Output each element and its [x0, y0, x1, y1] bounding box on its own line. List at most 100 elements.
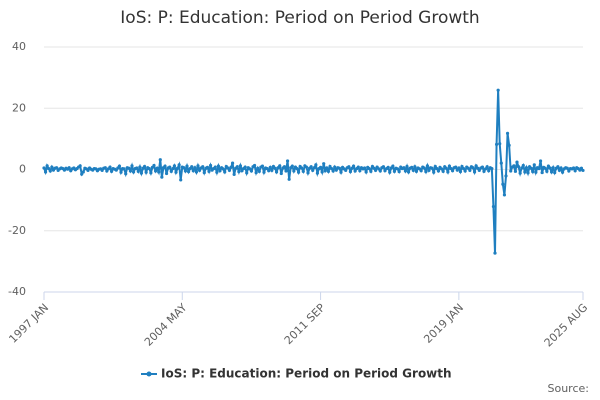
- point: [548, 166, 552, 170]
- point: [227, 168, 232, 173]
- point: [540, 170, 544, 175]
- point: [149, 171, 153, 175]
- point: [454, 165, 458, 169]
- point: [306, 171, 310, 175]
- point: [425, 164, 430, 168]
- point: [581, 168, 585, 173]
- legend-label: IoS: P: Education: Period on Period Grow…: [161, 367, 452, 381]
- point: [278, 164, 282, 168]
- point: [218, 169, 222, 173]
- point: [419, 169, 423, 173]
- point: [491, 204, 496, 209]
- point: [392, 169, 397, 173]
- point: [571, 166, 576, 170]
- point: [223, 170, 227, 174]
- point: [480, 165, 485, 169]
- point: [326, 169, 331, 173]
- point: [177, 163, 181, 167]
- point: [515, 160, 519, 164]
- point: [309, 165, 313, 169]
- point: [369, 169, 373, 173]
- point: [353, 169, 357, 173]
- point: [351, 164, 356, 168]
- point: [136, 169, 140, 173]
- legend-marker: [146, 371, 152, 377]
- point: [388, 170, 392, 174]
- point: [86, 168, 90, 173]
- y-tick-label: -40: [8, 285, 26, 298]
- point: [130, 164, 134, 168]
- point: [444, 166, 448, 170]
- point: [249, 169, 254, 173]
- point: [153, 169, 158, 173]
- point: [67, 166, 71, 170]
- point: [498, 142, 502, 146]
- point: [447, 164, 452, 168]
- point: [179, 178, 183, 182]
- point: [257, 169, 261, 173]
- point: [373, 168, 378, 173]
- point: [358, 169, 362, 173]
- point: [505, 131, 510, 135]
- x-tick-label: 2004 MAY: [142, 301, 190, 349]
- point: [127, 166, 131, 170]
- point: [78, 164, 82, 168]
- point: [142, 164, 147, 169]
- point: [252, 163, 257, 168]
- point: [171, 166, 175, 171]
- point: [304, 165, 309, 169]
- point: [378, 169, 382, 173]
- point: [414, 169, 419, 173]
- point: [422, 166, 426, 170]
- point: [147, 166, 151, 171]
- point: [312, 166, 316, 170]
- point: [344, 168, 348, 173]
- point: [545, 169, 549, 173]
- point: [279, 171, 283, 176]
- source-label: Source:: [548, 382, 590, 395]
- point: [163, 164, 167, 168]
- point: [290, 164, 294, 168]
- point: [131, 170, 136, 174]
- point: [284, 169, 288, 173]
- point: [205, 165, 210, 169]
- point: [504, 174, 508, 178]
- point: [232, 172, 236, 176]
- point: [471, 166, 475, 170]
- point: [493, 251, 497, 255]
- point: [296, 170, 301, 174]
- point: [128, 169, 133, 173]
- point: [315, 171, 320, 175]
- point: [42, 166, 46, 170]
- point: [461, 166, 466, 171]
- point: [164, 171, 169, 176]
- point: [295, 166, 299, 171]
- point: [47, 166, 51, 171]
- point: [135, 166, 139, 170]
- point: [490, 166, 494, 171]
- point: [157, 170, 161, 174]
- point: [463, 169, 467, 173]
- point: [518, 171, 522, 175]
- point: [367, 166, 371, 171]
- point: [427, 168, 431, 173]
- point: [529, 166, 533, 170]
- point: [499, 161, 503, 165]
- point: [172, 164, 177, 168]
- point: [323, 169, 327, 173]
- point: [48, 169, 52, 173]
- point: [183, 169, 188, 173]
- point: [406, 170, 411, 174]
- point: [472, 170, 477, 174]
- point: [356, 165, 360, 169]
- point: [424, 170, 428, 174]
- point: [509, 169, 513, 173]
- point: [439, 167, 444, 171]
- point: [521, 163, 525, 168]
- point: [287, 177, 291, 181]
- point: [397, 170, 401, 174]
- point: [282, 165, 287, 169]
- y-tick-label: 20: [12, 101, 26, 114]
- point: [457, 166, 461, 170]
- point: [560, 170, 565, 174]
